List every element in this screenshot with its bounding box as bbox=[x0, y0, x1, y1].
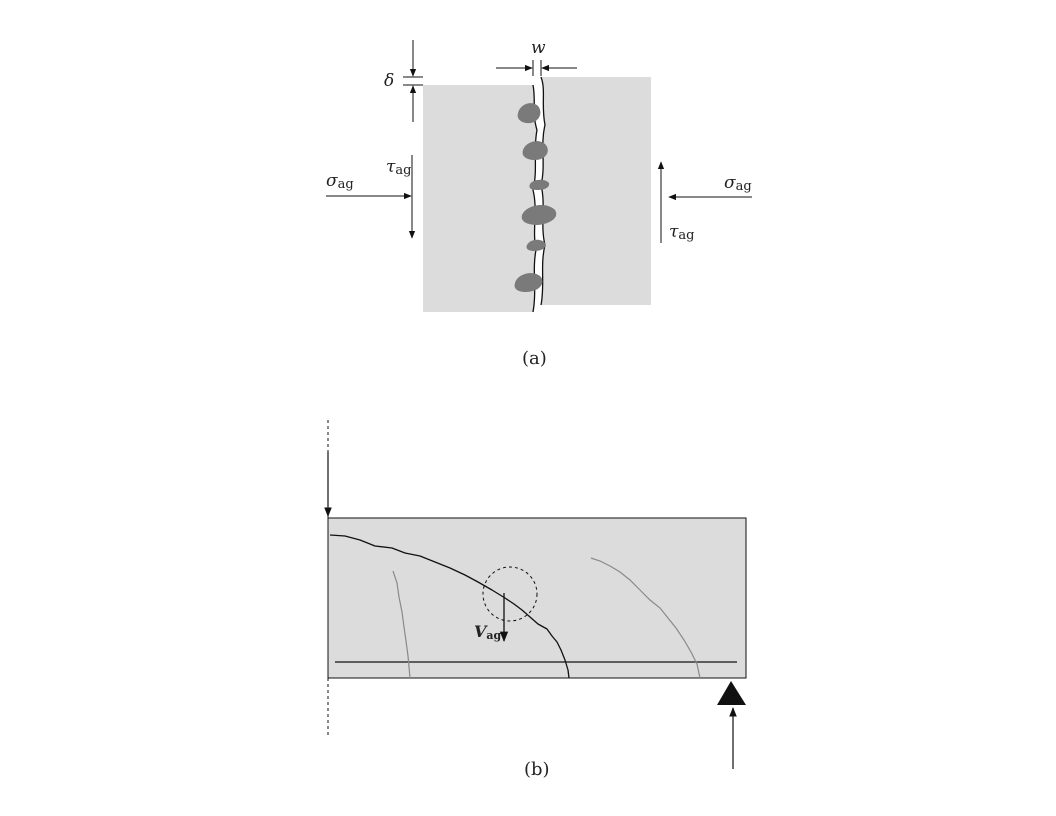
caption-a: (a) bbox=[522, 348, 547, 369]
aggregate-particle bbox=[522, 141, 548, 160]
support-triangle bbox=[717, 681, 746, 705]
figure-b: Vag (b) bbox=[324, 420, 747, 780]
aggregate-particle bbox=[521, 204, 557, 225]
aggregate-particle bbox=[526, 239, 546, 251]
figure-a: w δ τag σag τag σag (a) bbox=[326, 38, 752, 369]
slip-label: δ bbox=[384, 71, 394, 91]
main-shear-crack bbox=[329, 534, 570, 679]
flexural-crack-right bbox=[590, 557, 701, 679]
flexural-crack-left bbox=[392, 570, 411, 679]
sigma-right-label: σag bbox=[724, 173, 752, 194]
caption-b: (b) bbox=[524, 759, 550, 780]
aggregate-particle bbox=[529, 179, 550, 190]
tau-left-label: τag bbox=[386, 157, 411, 178]
beam bbox=[327, 517, 747, 679]
tau-right-label: τag bbox=[669, 222, 694, 243]
detail-circle bbox=[482, 566, 538, 622]
crack-width-label: w bbox=[531, 38, 546, 58]
left-concrete-block bbox=[423, 85, 537, 312]
shear-force-label: Vag bbox=[474, 622, 502, 642]
aggregate-particle bbox=[514, 273, 543, 292]
aggregate-particle bbox=[517, 103, 541, 124]
right-concrete-block bbox=[541, 77, 651, 305]
sigma-left-label: σag bbox=[326, 171, 354, 192]
